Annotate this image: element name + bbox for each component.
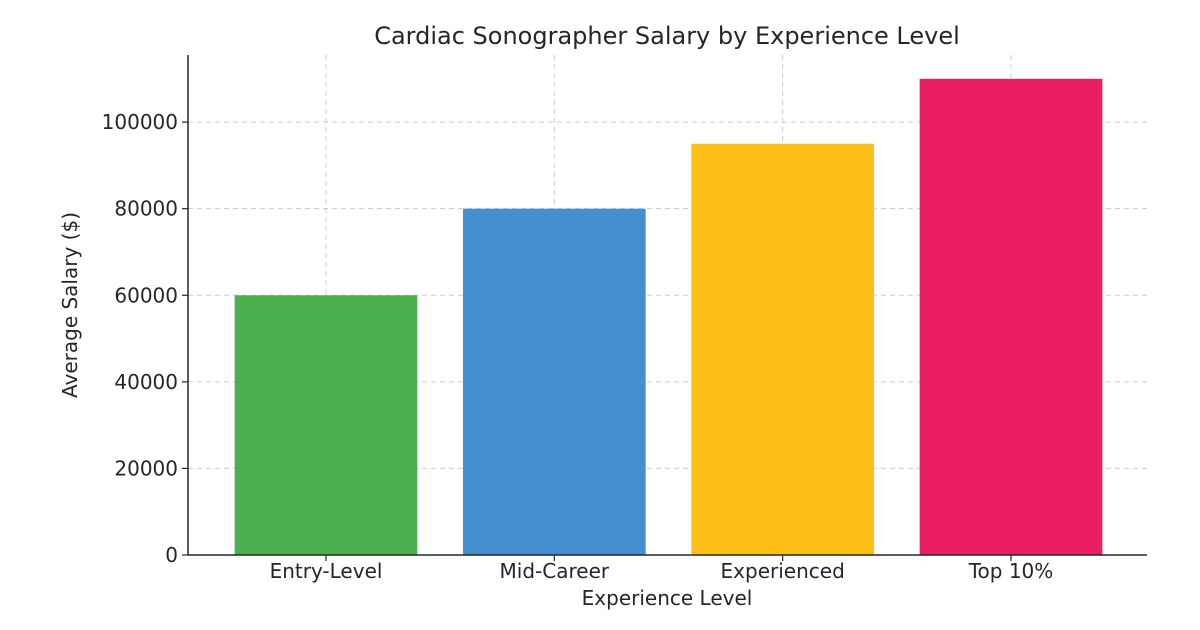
y-tick-label: 100000 xyxy=(102,110,178,134)
y-tick-label: 40000 xyxy=(114,370,178,394)
bar-mid-career xyxy=(463,208,646,555)
chart-title: Cardiac Sonographer Salary by Experience… xyxy=(374,22,960,50)
bar-experienced xyxy=(691,143,874,556)
x-tick-label: Top 10% xyxy=(968,559,1054,583)
x-tick-label: Mid-Career xyxy=(500,559,610,583)
bar-entry-level xyxy=(234,295,418,555)
x-tick-label: Entry-Level xyxy=(270,559,383,583)
x-tick-label: Experienced xyxy=(721,559,845,583)
y-tick-label: 60000 xyxy=(114,283,178,307)
bars-layer xyxy=(234,78,1103,556)
y-tick-label: 80000 xyxy=(114,197,178,221)
y-tick-label: 20000 xyxy=(114,456,178,480)
bar-top-10 xyxy=(919,78,1103,556)
x-ticks: Entry-Level Mid-Career Experienced Top 10% xyxy=(270,555,1054,583)
y-ticks: 0 20000 40000 60000 80000 100000 xyxy=(102,110,188,567)
x-axis-label: Experience Level xyxy=(582,586,753,610)
y-axis-label: Average Salary ($) xyxy=(58,212,82,398)
y-tick-label: 0 xyxy=(165,543,178,567)
